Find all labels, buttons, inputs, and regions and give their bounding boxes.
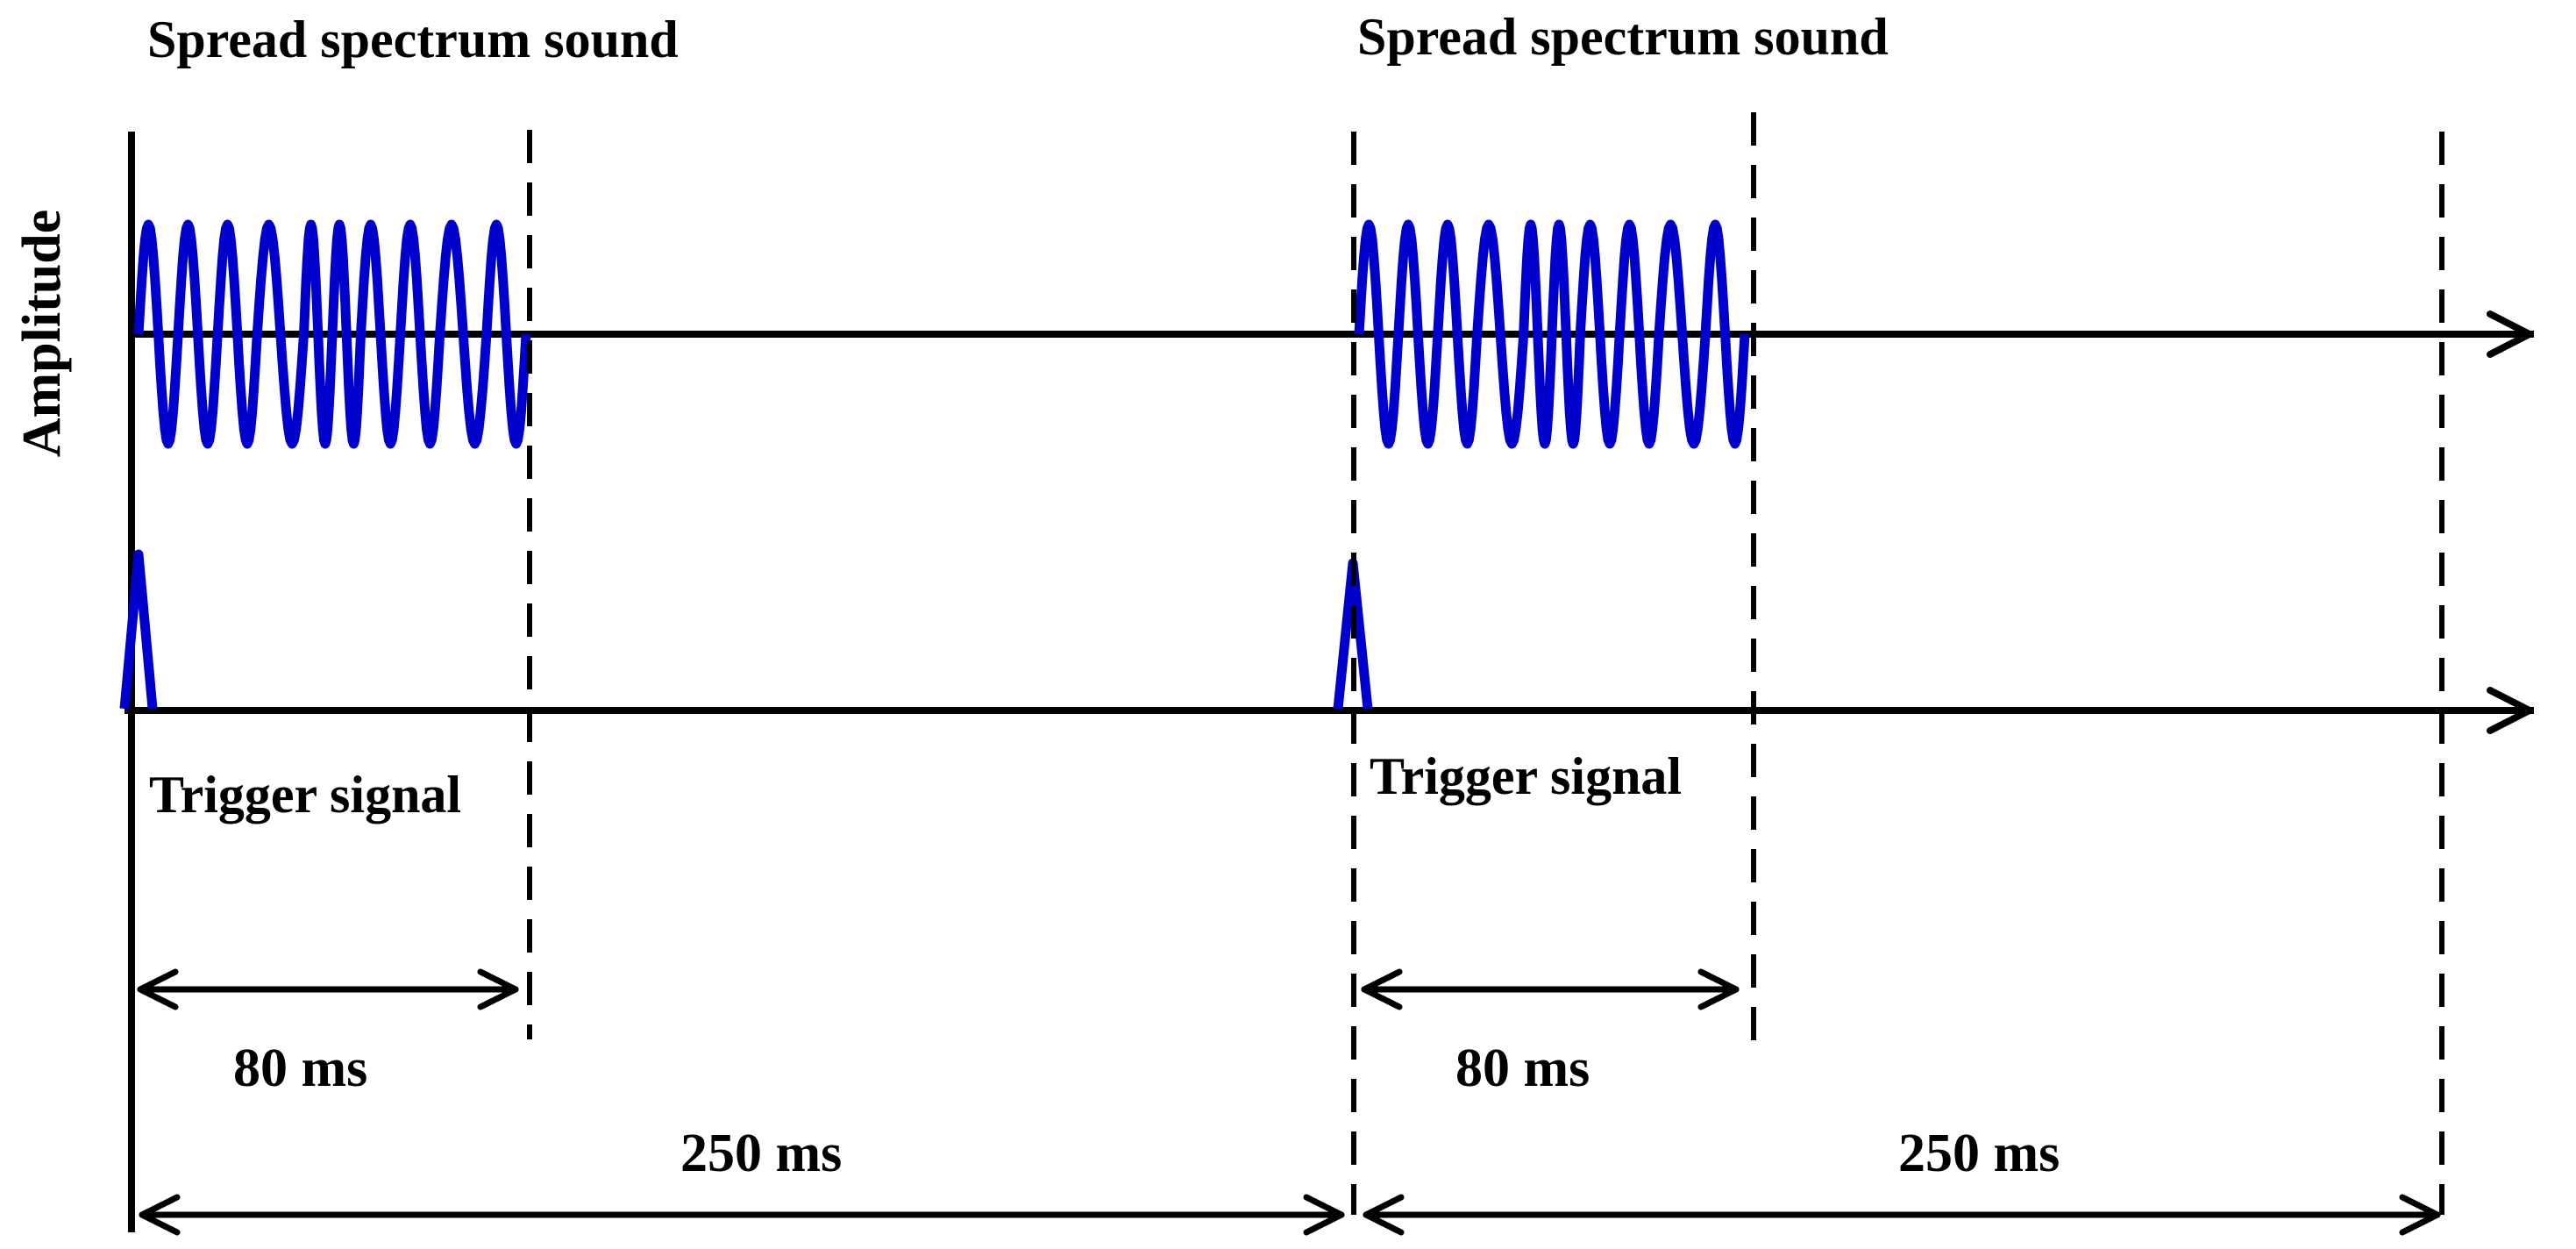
period-arrow-250ms-left	[139, 1194, 1345, 1236]
duration-label-80ms-left: 80 ms	[233, 1038, 367, 1098]
lower-time-axis	[125, 687, 2534, 734]
spread-spectrum-burst-left	[133, 219, 531, 449]
upper-axis-arrow	[2487, 310, 2533, 358]
trigger-label-left: Trigger signal	[149, 766, 461, 824]
sound-label-right: Spread spectrum sound	[1357, 8, 1889, 66]
trigger-pulse-left	[119, 549, 158, 710]
duration-arrow-80ms-left	[137, 968, 519, 1010]
lower-axis-arrow	[2487, 687, 2533, 734]
sound-label-left: Spread spectrum sound	[147, 11, 679, 68]
spread-spectrum-burst-right	[1354, 219, 1750, 449]
y-axis-label: Amplitude	[12, 210, 72, 457]
trigger-label-right: Trigger signal	[1370, 747, 1682, 805]
period-arrow-250ms-right	[1363, 1194, 2441, 1236]
duration-arrow-80ms-right	[1361, 968, 1740, 1010]
period-label-250ms-left: 250 ms	[680, 1124, 842, 1183]
period-label-250ms-right: 250 ms	[1898, 1124, 2060, 1183]
duration-label-80ms-right: 80 ms	[1455, 1038, 1590, 1098]
upper-time-axis	[132, 310, 2534, 358]
